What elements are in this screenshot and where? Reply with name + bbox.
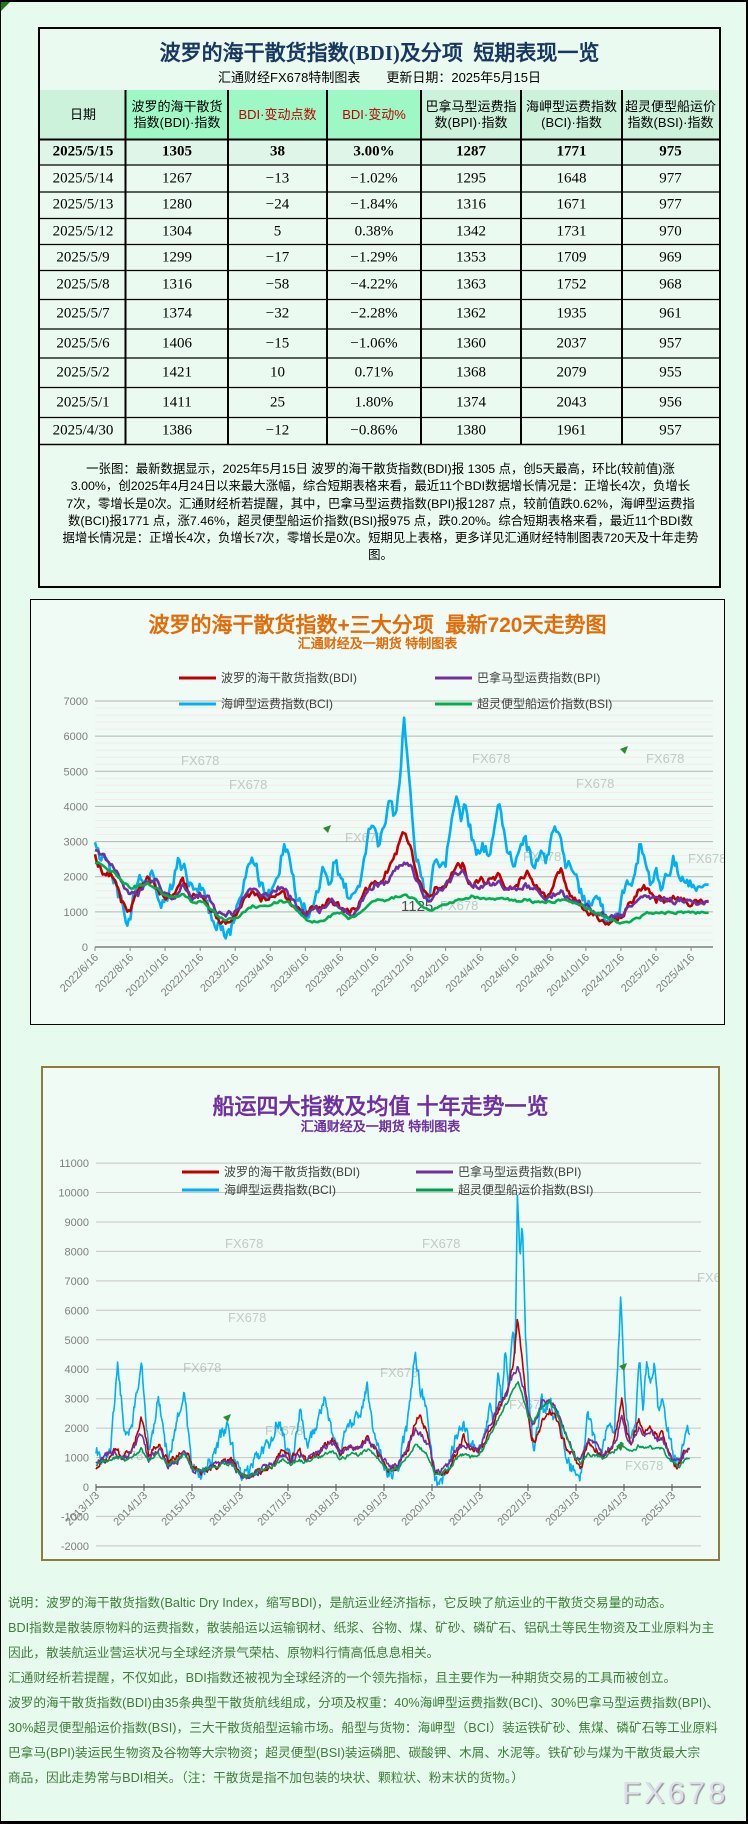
- svg-text:1125: 1125: [401, 898, 433, 915]
- svg-text:FX678: FX678: [229, 777, 267, 792]
- svg-text:FX678: FX678: [509, 1397, 547, 1412]
- svg-text:FX678: FX678: [472, 751, 510, 766]
- svg-text:2018/1/3: 2018/1/3: [303, 1490, 342, 1529]
- svg-text:FX678: FX678: [688, 851, 724, 866]
- svg-text:2015/1/3: 2015/1/3: [159, 1490, 198, 1529]
- svg-text:2019/1/3: 2019/1/3: [351, 1490, 390, 1529]
- svg-text:FX678: FX678: [380, 1365, 418, 1380]
- svg-text:FX678: FX678: [181, 753, 219, 768]
- svg-text:2024/1/3: 2024/1/3: [591, 1490, 630, 1529]
- svg-text:-1000: -1000: [61, 1511, 89, 1523]
- svg-text:11000: 11000: [59, 1158, 89, 1170]
- svg-text:3000: 3000: [65, 1394, 89, 1406]
- svg-text:2016/1/3: 2016/1/3: [207, 1490, 246, 1529]
- svg-text:波罗的海干散货指数(BDI): 波罗的海干散货指数(BDI): [224, 1164, 360, 1179]
- svg-text:2023/1/3: 2023/1/3: [543, 1490, 582, 1529]
- svg-text:2022/1/3: 2022/1/3: [495, 1490, 534, 1529]
- svg-text:0: 0: [83, 1482, 89, 1494]
- svg-text:6000: 6000: [64, 731, 88, 743]
- svg-text:5000: 5000: [64, 766, 88, 778]
- svg-text:2020/1/3: 2020/1/3: [399, 1490, 438, 1529]
- svg-text:FX678: FX678: [345, 830, 383, 845]
- svg-text:2014/1/3: 2014/1/3: [111, 1490, 150, 1529]
- svg-text:FX678: FX678: [183, 1360, 221, 1375]
- svg-text:FX678: FX678: [697, 1270, 718, 1285]
- svg-text:2025/1/3: 2025/1/3: [639, 1490, 678, 1529]
- svg-text:1000: 1000: [65, 1453, 89, 1465]
- svg-text:9000: 9000: [65, 1217, 89, 1229]
- svg-text:FX678: FX678: [625, 1458, 663, 1473]
- svg-text:FX678: FX678: [576, 776, 614, 791]
- svg-text:2021/1/3: 2021/1/3: [447, 1490, 486, 1529]
- svg-text:2000: 2000: [65, 1423, 89, 1435]
- svg-text:4000: 4000: [65, 1364, 89, 1376]
- svg-text:海岬型运费指数(BCI): 海岬型运费指数(BCI): [224, 1182, 336, 1197]
- svg-text:巴拿马型运费指数(BPI): 巴拿马型运费指数(BPI): [458, 1164, 581, 1179]
- svg-text:7000: 7000: [64, 696, 88, 708]
- svg-text:2000: 2000: [64, 872, 88, 884]
- svg-text:FX678: FX678: [228, 1310, 266, 1325]
- svg-text:-2000: -2000: [61, 1541, 89, 1553]
- svg-text:波罗的海干散货指数(BDI): 波罗的海干散货指数(BDI): [221, 670, 357, 685]
- svg-text:FX678: FX678: [225, 1236, 263, 1251]
- svg-text:0: 0: [82, 942, 88, 954]
- svg-text:10000: 10000: [58, 1188, 89, 1200]
- svg-text:巴拿马型运费指数(BPI): 巴拿马型运费指数(BPI): [477, 670, 600, 685]
- svg-text:8000: 8000: [65, 1246, 89, 1258]
- svg-text:海岬型运费指数(BCI): 海岬型运费指数(BCI): [221, 696, 333, 711]
- svg-text:5000: 5000: [65, 1335, 89, 1347]
- svg-text:3000: 3000: [64, 837, 88, 849]
- svg-text:超灵便型船运价指数(BSI): 超灵便型船运价指数(BSI): [477, 696, 612, 711]
- svg-text:6000: 6000: [65, 1305, 89, 1317]
- svg-text:超灵便型船运价指数(BSI): 超灵便型船运价指数(BSI): [458, 1182, 593, 1197]
- svg-text:2017/1/3: 2017/1/3: [255, 1490, 294, 1529]
- svg-text:7000: 7000: [65, 1276, 89, 1288]
- svg-text:FX678: FX678: [646, 751, 684, 766]
- svg-text:FX678: FX678: [422, 1236, 460, 1251]
- svg-text:2025/4/16: 2025/4/16: [654, 952, 697, 995]
- svg-text:1000: 1000: [64, 907, 88, 919]
- svg-text:4000: 4000: [64, 801, 88, 813]
